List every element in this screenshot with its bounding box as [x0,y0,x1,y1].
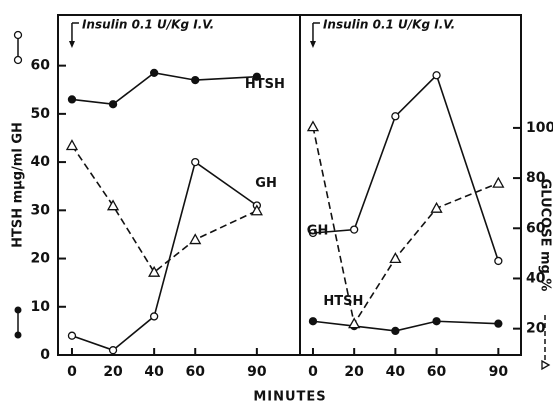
data-point [308,317,318,326]
data-point [65,139,79,151]
y2-tick-label: 40 [526,270,546,286]
legend-symbol [13,55,23,65]
series-line [71,145,258,274]
data-point [191,157,200,167]
data-point [308,228,318,238]
data-point [252,72,262,81]
annotation: Insulin 0.1 U/Kg I.V. [82,18,214,32]
y2-tick-label: 100 [526,120,553,136]
y-tick-label: 30 [31,202,51,218]
data-point [149,312,159,321]
data-point [391,112,400,121]
data-point [106,199,120,211]
x-tick-label: 90 [489,364,509,380]
plot-frame [57,14,522,356]
legend-symbol [13,30,23,40]
y-tick-label: 10 [31,299,51,315]
data-point [250,204,263,216]
x-tick-label: 60 [185,364,205,380]
y-tick-label: 40 [31,154,51,170]
series-line [312,320,499,332]
data-point [149,68,159,78]
x-tick-label: 40 [144,364,164,380]
series-label: GH [307,223,329,238]
y-tick-label: 0 [40,347,50,363]
data-point [148,265,161,277]
annotation: Insulin 0.1 U/Kg I.V. [323,18,455,32]
data-point [67,331,77,340]
data-point [492,176,505,188]
data-point [108,100,118,109]
series-label: GH [255,176,277,191]
data-point [189,233,202,245]
y-tick-label: 50 [31,106,51,122]
series-label: HTSH [245,77,285,92]
y2-tick-label: 60 [526,220,546,236]
y2-tick-label: 80 [526,170,546,186]
x-tick-label: 20 [103,364,123,380]
y2-tick-label: 20 [526,321,546,337]
data-point [348,317,361,329]
y-axis-label-group: HTSH mμg/ml GH [11,30,26,339]
y-axis-label: HTSH mμg/ml GH [11,122,26,248]
series-line [71,72,257,106]
data-point [389,252,402,264]
x-tick-label: 0 [308,364,318,380]
y-tick-label: 60 [31,58,51,74]
data-point [191,75,200,85]
data-point [108,346,118,355]
x-tick-label: 40 [386,364,406,380]
data-point [350,225,359,234]
data-point [494,319,503,328]
series-line [71,160,258,352]
x-axis-label: MINUTES [253,390,326,405]
legend-symbol [14,306,22,314]
legend-symbol [541,359,551,371]
x-tick-label: 60 [427,364,447,380]
x-tick-label: 90 [247,364,267,380]
x-tick-label: 20 [344,364,364,380]
annotation-arrowhead [68,41,75,48]
data-point [432,317,441,326]
y2-axis-label-group: GLUCOSE mg % [538,179,553,371]
data-point [67,95,77,104]
data-point [432,71,441,80]
annotation-arrowhead [309,41,316,48]
data-point [306,120,320,132]
y-tick-label: 20 [31,251,51,267]
x-tick-label: 0 [67,364,77,380]
data-point [430,201,443,213]
y2-axis-label: GLUCOSE mg % [538,179,553,292]
data-point [494,256,503,266]
series-line [312,73,500,262]
data-point [391,326,400,336]
series-label: HTSH [323,294,363,309]
